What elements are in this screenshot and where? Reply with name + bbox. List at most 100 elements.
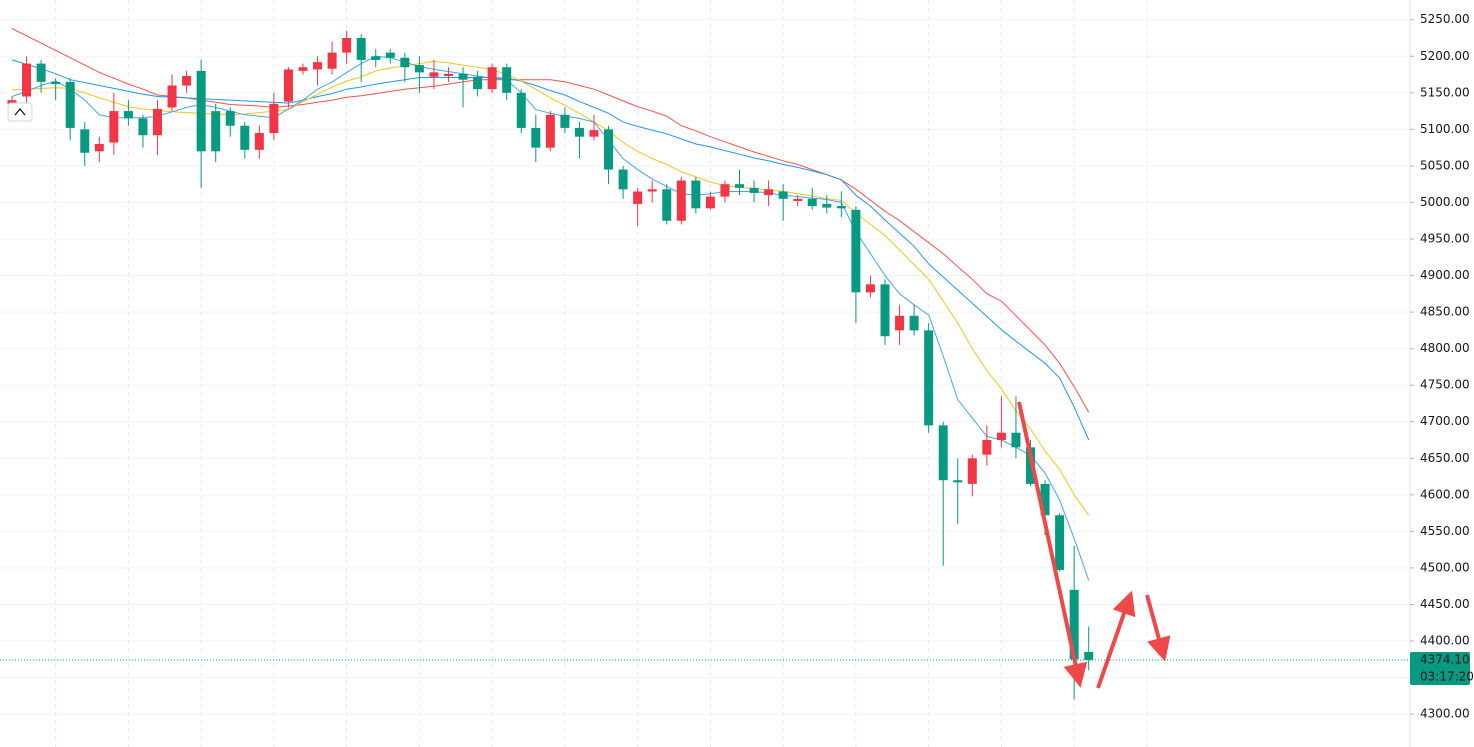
candle-body: [182, 76, 192, 86]
last-price: 4374.10 03:17:20: [0, 651, 1474, 685]
candle-body: [895, 315, 905, 331]
y-tick-label: 4300.00: [1420, 707, 1470, 721]
candle-body: [574, 127, 584, 137]
candle-body: [676, 180, 686, 221]
candle-body: [589, 130, 599, 137]
y-tick-label: 5150.00: [1420, 85, 1470, 99]
candle-body: [604, 129, 614, 170]
arrow: [1017, 401, 1088, 688]
candle-body: [356, 38, 366, 60]
candle-body: [109, 111, 119, 143]
y-tick-label: 4750.00: [1420, 378, 1470, 392]
candle-body: [80, 129, 90, 153]
grid: [0, 0, 1410, 747]
candle-body: [836, 206, 846, 209]
y-tick-label: 4950.00: [1420, 232, 1470, 246]
candle-body: [123, 111, 133, 119]
candle-body: [458, 73, 468, 80]
candle-body: [153, 108, 162, 136]
candle-body: [298, 67, 308, 71]
candle-body: [429, 72, 439, 77]
candle-body: [65, 81, 75, 128]
y-tick-label: 4800.00: [1420, 341, 1470, 355]
candle-body: [662, 189, 672, 221]
button-frame[interactable]: [7, 102, 33, 122]
candle-body: [545, 114, 555, 148]
candle-body: [254, 133, 264, 150]
candle-body: [938, 425, 948, 481]
y-tick-label: 5250.00: [1420, 12, 1470, 26]
candle-body: [807, 198, 817, 207]
countdown-label: 03:17:20: [1420, 669, 1474, 683]
price-axis: 4300.004350.004400.004450.004500.004550.…: [1409, 0, 1470, 747]
candle-body: [778, 191, 788, 199]
candle-body: [51, 81, 61, 85]
candle-body: [444, 73, 453, 77]
candle-body: [851, 209, 861, 293]
candle-body: [1055, 515, 1065, 571]
candle-body: [996, 432, 1006, 441]
candle-body: [793, 198, 803, 202]
y-tick-label: 5200.00: [1420, 49, 1470, 63]
y-tick-label: 5100.00: [1420, 122, 1470, 136]
candle-body: [283, 69, 293, 102]
candle-body: [487, 67, 497, 90]
candle-body: [924, 330, 934, 426]
candle-body: [94, 143, 104, 152]
y-tick-label: 4500.00: [1420, 560, 1470, 574]
y-tick-label: 4450.00: [1420, 597, 1470, 611]
candle-body: [516, 92, 526, 128]
candle-body: [647, 189, 657, 192]
candle-body: [371, 56, 381, 60]
candle-body: [880, 284, 890, 337]
candle-body: [822, 203, 832, 208]
candle-body: [385, 52, 395, 58]
moving-average-line: [11, 60, 1090, 516]
candle-body: [691, 180, 701, 209]
candle-body: [633, 191, 643, 204]
candle-body: [953, 480, 963, 483]
candle-body: [502, 67, 512, 93]
candle-body: [705, 196, 715, 209]
y-tick-label: 4700.00: [1420, 414, 1470, 428]
candle-body: [982, 440, 992, 455]
candle-body: [1026, 447, 1035, 484]
candle-body: [909, 315, 919, 331]
y-tick-label: 5000.00: [1420, 195, 1470, 209]
candle-body: [327, 52, 337, 69]
candle-body: [196, 70, 206, 152]
price-label: 4374.10: [1420, 652, 1470, 666]
y-tick-label: 4600.00: [1420, 487, 1470, 501]
y-tick-label: 4850.00: [1420, 305, 1470, 319]
candle-body: [7, 100, 17, 104]
candle-body: [735, 184, 744, 188]
candle-body: [269, 103, 279, 134]
candle-body: [749, 187, 759, 193]
candle-body: [967, 458, 977, 484]
candle-body: [36, 63, 46, 82]
arrow: [1145, 594, 1171, 662]
moving-average-line: [11, 59, 1090, 441]
price-label-box: [1410, 651, 1470, 685]
y-tick-label: 4550.00: [1420, 524, 1470, 538]
chevron-icon: [14, 107, 26, 116]
candle-body: [225, 111, 235, 126]
candle-body: [764, 189, 774, 196]
candle-body: [22, 63, 32, 97]
candle-body: [720, 184, 730, 197]
candle-body: [1040, 483, 1050, 516]
collapse-button[interactable]: [7, 102, 33, 122]
candle-body: [211, 111, 221, 152]
candle-body: [400, 57, 410, 68]
annotations: [1017, 401, 1171, 689]
candle-body: [1069, 589, 1079, 660]
y-tick-label: 4650.00: [1420, 451, 1470, 465]
candle-body: [618, 169, 628, 190]
candle-body: [473, 76, 483, 90]
candle-body: [240, 125, 250, 150]
candle-body: [138, 118, 148, 136]
candle-body: [560, 114, 570, 128]
candle-body: [865, 284, 875, 293]
